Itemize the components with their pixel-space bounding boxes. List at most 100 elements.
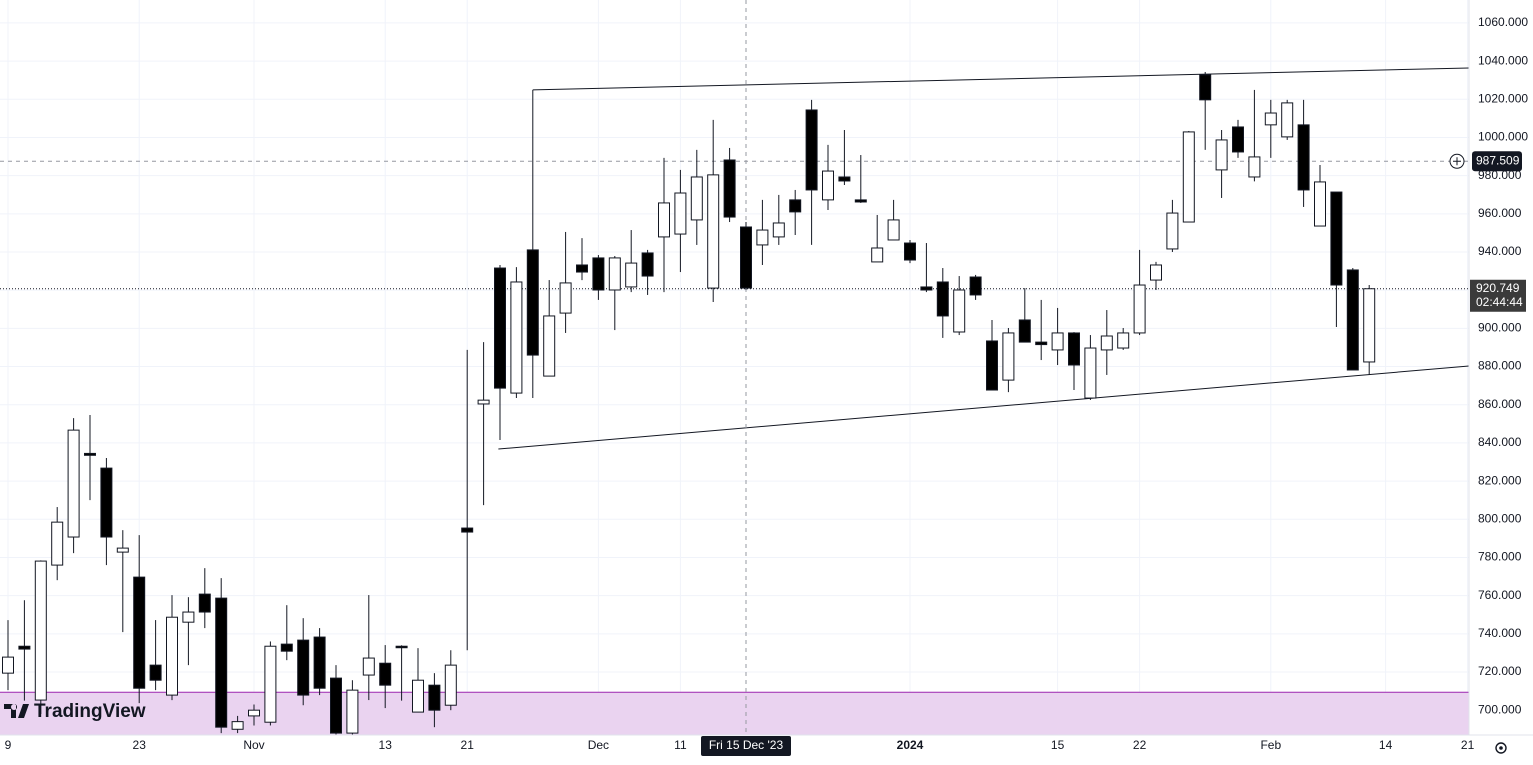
candle-body: [297, 639, 310, 696]
settings-icon[interactable]: [1495, 742, 1507, 754]
candle-body: [854, 199, 867, 203]
candle-body: [215, 597, 228, 728]
x-tick-label: 9: [5, 738, 12, 752]
candle-body: [362, 657, 375, 676]
x-tick-label: 14: [1379, 738, 1393, 752]
y-tick-label: 800.000: [1478, 511, 1522, 525]
candle-body: [34, 560, 47, 701]
y-tick-label: 780.000: [1478, 550, 1522, 564]
candle-body: [330, 677, 342, 734]
y-tick-label: 860.000: [1478, 397, 1522, 411]
crosshair-price-label: 987.509: [1476, 153, 1520, 167]
candle-body: [1100, 335, 1113, 351]
candle-body: [1346, 269, 1359, 371]
candle-body: [1117, 332, 1130, 349]
candle-body: [182, 611, 195, 623]
candle-body: [428, 684, 441, 711]
zone: [0, 692, 1469, 735]
candle-body: [723, 159, 736, 218]
candle-body: [280, 643, 293, 652]
candle-body: [592, 257, 605, 291]
candle-body: [51, 521, 64, 566]
candle-body: [887, 219, 900, 241]
candle-body: [526, 249, 539, 356]
axes: 700.000 720.000 740.000 760.000 780.000 800.0…: [5, 15, 1528, 756]
candle-body: [608, 257, 621, 291]
y-tick-label: 1000.000: [1478, 130, 1528, 144]
candle-body: [149, 664, 162, 681]
x-tick-label: 13: [379, 738, 393, 752]
candle-body: [1150, 264, 1162, 281]
y-tick-label: 960.000: [1478, 206, 1522, 220]
candle-body: [904, 242, 916, 261]
candle-body: [559, 282, 572, 314]
candle-body: [690, 176, 703, 221]
candle-body: [2, 656, 14, 674]
candle-body: [494, 267, 506, 389]
trend-line: [532, 67, 1469, 91]
candle-body: [543, 315, 556, 377]
y-tick-label: 1040.000: [1478, 53, 1528, 67]
candle-body: [1084, 347, 1097, 399]
plot-area: [0, 0, 1469, 735]
candle-body: [969, 276, 982, 296]
y-tick-label: 900.000: [1478, 321, 1522, 335]
candle-body: [264, 645, 277, 723]
candle-body: [871, 247, 884, 263]
trend-line: [498, 365, 1469, 450]
candle-body: [936, 281, 949, 317]
candle-body: [67, 429, 80, 538]
x-tick-label: Feb: [1260, 738, 1281, 752]
y-tick-label: 840.000: [1478, 435, 1522, 449]
candle-body: [1051, 332, 1064, 351]
candle-body: [18, 645, 31, 650]
candle-body: [1199, 74, 1212, 101]
candle-body: [1068, 332, 1080, 366]
candle-body: [412, 679, 424, 713]
candle-body: [1232, 126, 1244, 153]
y-tick-label: 740.000: [1478, 626, 1522, 640]
settings-button[interactable]: [1495, 742, 1507, 754]
x-tick-label: Nov: [243, 738, 264, 752]
candle-body: [1248, 156, 1261, 178]
logo-mark: [4, 704, 29, 718]
add-alert-icon[interactable]: [1453, 157, 1461, 166]
candle-body: [1363, 288, 1376, 363]
candle-body: [658, 202, 670, 238]
crosshair-time-bg: [701, 736, 791, 756]
x-tick-label: 11: [674, 738, 687, 752]
candle-body: [510, 281, 523, 394]
candle-body: [1035, 341, 1048, 346]
candle-body: [1182, 131, 1195, 223]
candle-body: [986, 340, 998, 391]
candle-body: [133, 576, 146, 689]
candle-body: [166, 616, 178, 696]
candle-body: [100, 467, 113, 538]
candle-body: [1133, 284, 1146, 334]
candle-body: [461, 527, 474, 533]
candle-body: [1215, 139, 1228, 171]
crosshair-price-bg: [1472, 151, 1522, 172]
candle-body: [1002, 332, 1015, 381]
x-tick-label: Dec: [588, 738, 609, 752]
candle-body: [838, 176, 851, 182]
y-tick-label: 720.000: [1478, 664, 1522, 678]
candle-body: [313, 636, 326, 689]
x-tick-label: 15: [1051, 738, 1065, 752]
y-tick-label: 980.000: [1478, 168, 1522, 182]
candle-body: [1281, 102, 1294, 138]
candle-body: [756, 229, 769, 246]
candle-body: [84, 452, 96, 456]
candle-body: [674, 192, 687, 235]
candle-body: [740, 226, 752, 289]
candle-body: [477, 399, 490, 405]
candle-body: [625, 262, 638, 288]
settings-icon-center[interactable]: [1499, 746, 1503, 750]
candle-body: [116, 547, 129, 553]
candle-body: [789, 199, 802, 213]
candle-body: [707, 174, 720, 289]
candle-body: [1330, 191, 1343, 286]
y-tick-label: 1020.000: [1478, 91, 1528, 105]
